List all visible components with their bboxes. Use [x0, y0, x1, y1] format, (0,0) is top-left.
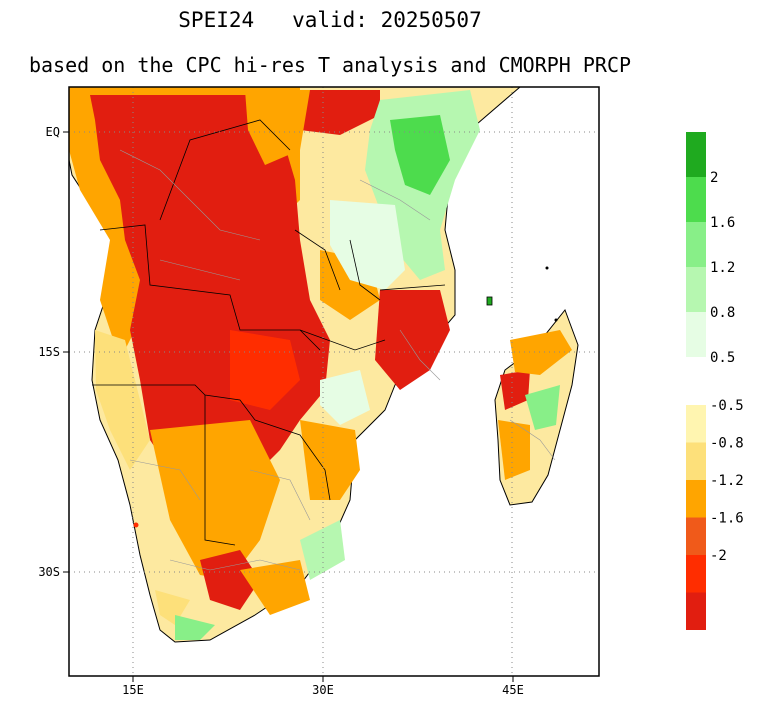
colorbar-wet-label: 1.2	[710, 260, 735, 276]
dry-anomalies	[69, 87, 572, 625]
lon-tick-label: 15E	[122, 683, 144, 697]
colorbar-dry-swatch	[686, 480, 706, 518]
colorbar-dry-label: -0.8	[710, 436, 744, 452]
wet-anomalies	[175, 90, 560, 640]
colorbar-dry-label: -0.5	[710, 398, 744, 414]
lat-tick-label: 15S	[38, 345, 60, 359]
lon-tick-label: 30E	[312, 683, 334, 697]
colorbar-wet-swatch	[686, 222, 706, 267]
lat-tick-label: EQ	[46, 125, 60, 139]
gridlines	[69, 87, 599, 676]
colorbar-dry-swatch	[686, 555, 706, 593]
colorbar-wet-label: 1.6	[710, 215, 735, 231]
colorbar-dry-label: -1.2	[710, 473, 744, 489]
lat-tick-label: 30S	[38, 565, 60, 579]
colorbar-wet-label: 0.8	[710, 305, 735, 321]
colorbar-dry-swatch	[686, 517, 706, 555]
colorbar-dry-label: -1.6	[710, 511, 744, 527]
comoros-island	[486, 296, 493, 306]
axis-ticks: EQ 15S 30S 15E 30E 45E	[38, 125, 524, 697]
coastal-dot	[133, 522, 139, 528]
colorbar-dry-swatch	[686, 442, 706, 480]
colorbar: 2 1.6 1.2 0.8 0.5 -0.5 -0.8 -1.2 -1.6 -2	[686, 132, 744, 630]
lon-tick-label: 45E	[502, 683, 524, 697]
colorbar-wet-swatch	[686, 267, 706, 312]
map-frame	[68, 86, 600, 677]
colorbar-wet-swatch	[686, 177, 706, 222]
islet-dot	[554, 318, 558, 322]
seychelles-dot	[545, 266, 549, 270]
colorbar-dry-swatch	[686, 592, 706, 630]
map-title: SPEI24 valid: 20250507	[178, 8, 482, 32]
colorbar-wet-label: 2	[710, 170, 718, 186]
colorbar-wet-swatch	[686, 312, 706, 357]
admin-borders	[119, 149, 556, 571]
colorbar-dry-label: -2	[710, 548, 727, 564]
colorbar-dry-swatch	[686, 405, 706, 443]
colorbar-wet-swatch	[686, 132, 706, 177]
map-subtitle: based on the CPC hi-res T analysis and C…	[28, 53, 632, 77]
colorbar-wet-label: 0.5	[710, 350, 735, 366]
country-borders	[92, 119, 446, 546]
